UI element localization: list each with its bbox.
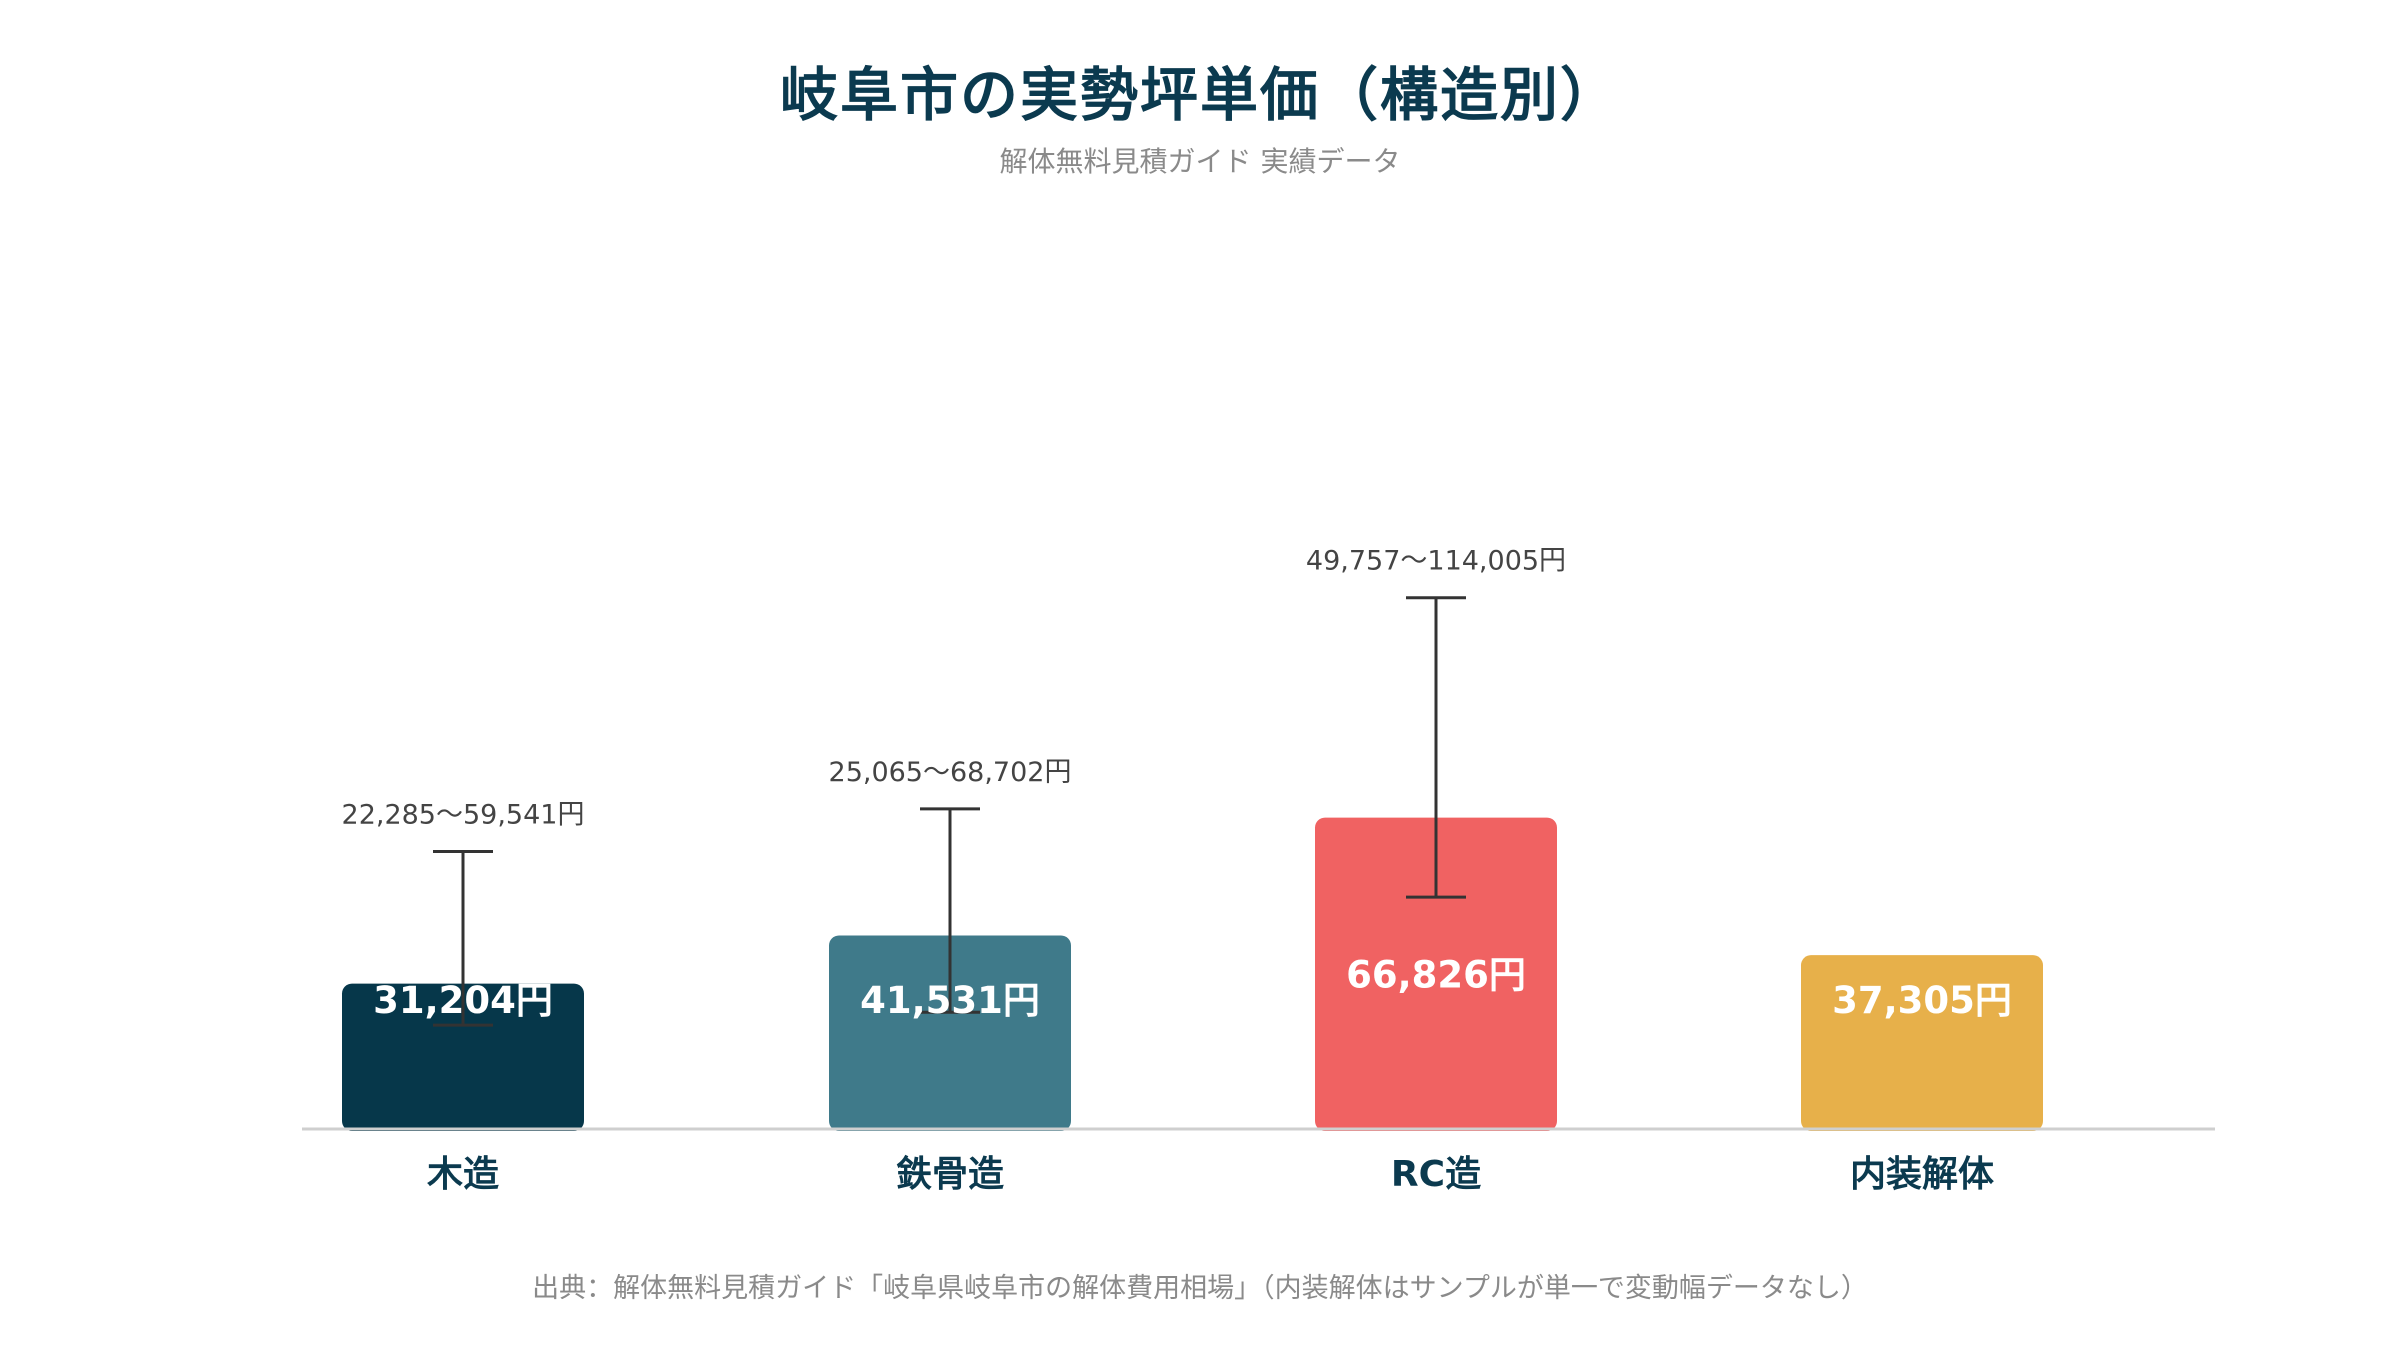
category-label-interior: 内装解体 <box>1850 1154 1994 1195</box>
value-label-steel: 41,531円 <box>860 979 1040 1022</box>
bar-rc <box>1315 817 1557 1131</box>
range-label-steel: 25,065〜68,702円 <box>829 757 1072 788</box>
source-footnote: 出典：解体無料見積ガイド「岐阜県岐阜市の解体費用相場」（内装解体はサンプルが単一… <box>532 1273 1868 1304</box>
bar-wood <box>342 983 584 1131</box>
category-label-steel: 鉄骨造 <box>896 1154 1004 1195</box>
range-label-wood: 22,285〜59,541円 <box>342 800 585 831</box>
category-label-wood: 木造 <box>427 1154 499 1195</box>
value-label-rc: 66,826円 <box>1346 953 1526 996</box>
chart-title: 岐阜市の実勢坪単価（構造別） <box>779 61 1620 129</box>
chart-subtitle: 解体無料見積ガイド 実績データ <box>999 145 1401 178</box>
value-label-wood: 31,204円 <box>373 979 553 1022</box>
range-label-rc: 49,757〜114,005円 <box>1306 546 1566 577</box>
category-label-rc: RC造 <box>1391 1154 1481 1195</box>
bar-steel <box>829 935 1071 1131</box>
value-label-interior: 37,305円 <box>1832 979 2012 1022</box>
bar-interior <box>1801 955 2043 1131</box>
